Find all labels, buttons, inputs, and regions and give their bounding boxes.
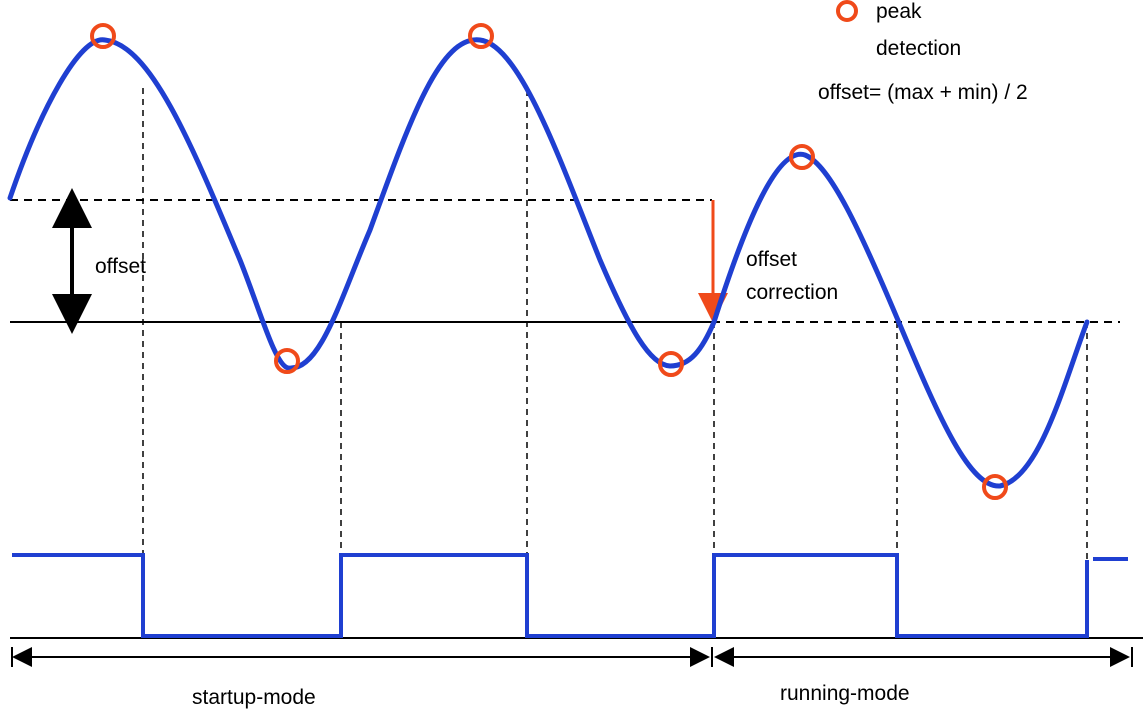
offset-formula: offset= (max + min) / 2	[818, 81, 1028, 104]
projection-lines	[142, 88, 1088, 638]
peak-marker	[468, 23, 494, 49]
peak-marker	[90, 23, 116, 49]
startup-mode-label: startup-mode	[192, 686, 316, 709]
circle-outline-icon	[836, 0, 858, 22]
legend-label-line1: peak	[876, 0, 922, 23]
peak-markers	[90, 23, 1008, 500]
offset-correction-label-line1: offset	[746, 248, 797, 271]
offset-correction-label-line2: correction	[746, 281, 838, 304]
offset-label: offset	[95, 255, 146, 278]
square-wave	[12, 553, 1089, 638]
peak-marker	[274, 348, 300, 374]
sine-signal	[7, 37, 1090, 489]
legend-label-line2: detection	[876, 37, 961, 60]
peak-marker	[658, 351, 684, 377]
running-mode-label: running-mode	[780, 682, 910, 705]
peak-marker	[789, 144, 815, 170]
peak-marker	[982, 474, 1008, 500]
